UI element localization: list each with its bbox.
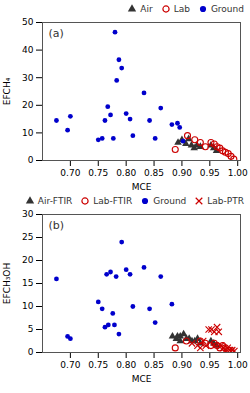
svg-text:0.70: 0.70 [60,360,80,370]
html-text:Air-FTIR: Air-FTIR [37,196,73,206]
svg-text:50: 50 [22,17,34,27]
svg-text:1.00: 1.00 [228,360,248,370]
svg-text:EFCH₄: EFCH₄ [2,77,12,105]
svg-text:15: 15 [22,278,33,288]
svg-text:0.75: 0.75 [88,168,108,178]
svg-text:0.85: 0.85 [144,360,164,370]
svg-text:1.00: 1.00 [228,168,248,178]
svg-text:(b): (b) [49,219,65,232]
svg-text:0: 0 [28,155,34,165]
svg-text:MCE: MCE [132,182,152,192]
svg-text:EFCH₃OH: EFCH₃OH [2,263,12,304]
svg-text:0.80: 0.80 [116,168,136,178]
html-text:Air: Air [140,4,153,14]
svg-text:20: 20 [22,255,34,265]
html-text:Ground: Ground [153,196,187,206]
svg-text:0.75: 0.75 [88,360,108,370]
svg-text:0.90: 0.90 [172,360,192,370]
html-text:Lab: Lab [173,4,190,14]
svg-text:(a): (a) [49,27,64,40]
svg-text:10: 10 [22,301,34,311]
svg-text:5: 5 [28,324,34,334]
svg-text:0: 0 [28,347,34,357]
svg-text:40: 40 [22,45,34,55]
svg-text:MCE: MCE [132,374,152,384]
html-text:Lab-FTIR: Lab-FTIR [93,196,133,206]
svg-text:20: 20 [22,100,34,110]
html-text:Lab-PTR: Lab-PTR [207,196,244,206]
svg-text:30: 30 [22,209,34,219]
svg-text:0.95: 0.95 [200,168,220,178]
svg-text:0.80: 0.80 [116,360,136,370]
svg-text:0.90: 0.90 [172,168,192,178]
svg-text:25: 25 [22,232,33,242]
svg-text:0.85: 0.85 [144,168,164,178]
html-text:Ground: Ground [210,4,244,14]
svg-text:10: 10 [22,128,34,138]
svg-text:0.95: 0.95 [200,360,220,370]
svg-text:0.70: 0.70 [60,168,80,178]
svg-text:30: 30 [22,73,34,83]
